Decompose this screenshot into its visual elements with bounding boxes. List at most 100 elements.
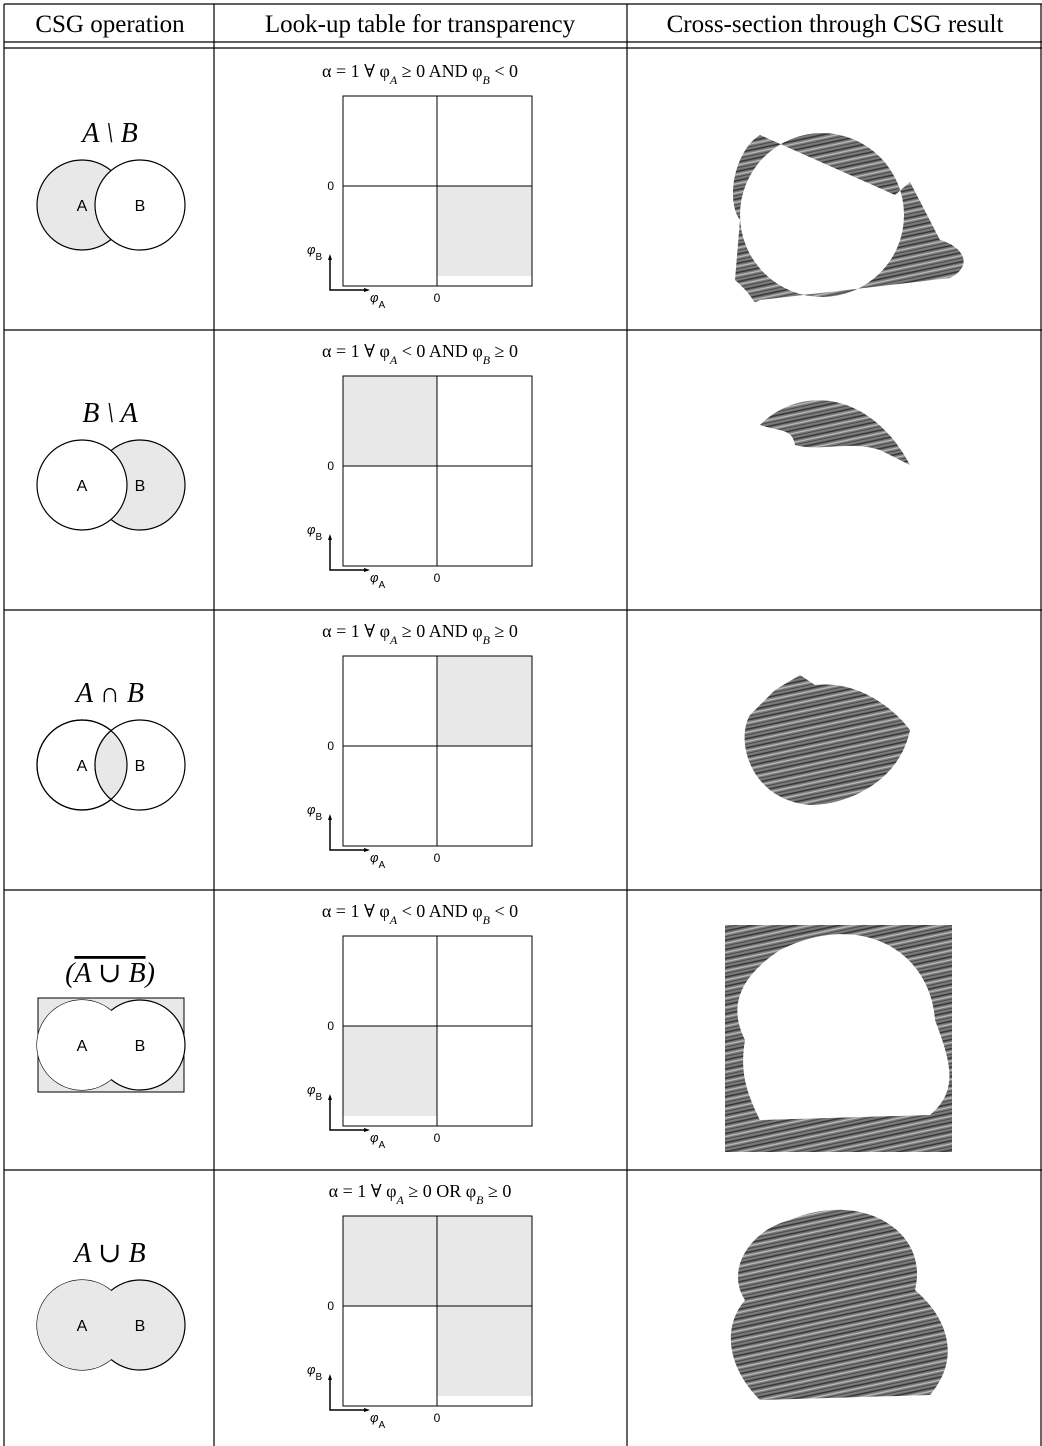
arrowhead xyxy=(364,568,370,572)
axis-arrows xyxy=(329,1378,366,1411)
cross-section xyxy=(725,925,952,1152)
arrowhead xyxy=(328,254,332,260)
condition-part: < 0 xyxy=(490,61,518,81)
column-header: CSG operation xyxy=(35,11,185,38)
quadrant-shade xyxy=(343,1026,437,1116)
operation-part: A \ B xyxy=(80,118,137,149)
condition-part: α = 1 ∀ φ xyxy=(322,901,390,921)
venn-label: B xyxy=(135,758,146,775)
arrowhead xyxy=(364,288,370,292)
label-part: φ xyxy=(370,570,379,585)
condition-part: < 0 xyxy=(490,901,518,921)
venn-label: A xyxy=(77,478,88,495)
arrowhead xyxy=(328,534,332,540)
label-part: φ xyxy=(370,1410,379,1425)
operation-part: ( xyxy=(65,958,76,989)
cross-section-hole xyxy=(737,934,950,1120)
y-axis-label: φB xyxy=(307,802,322,823)
quadrant-shade xyxy=(437,1216,532,1306)
operation: A \ B xyxy=(80,118,137,149)
condition-part: ≥ 0 AND φ xyxy=(397,61,482,81)
cross-section xyxy=(730,1209,948,1400)
venn-intersection xyxy=(94,720,127,810)
condition-part: ≥ 0 xyxy=(483,1181,511,1201)
arrowhead xyxy=(328,1094,332,1100)
operation: A ∩ B xyxy=(74,678,144,709)
x-zero-label: 0 xyxy=(434,571,441,585)
column-header: Look-up table for transparency xyxy=(265,11,576,38)
quadrant-shade xyxy=(343,376,437,466)
operation-part: ) xyxy=(144,958,155,989)
condition-part: α = 1 ∀ φ xyxy=(322,621,390,641)
label-part: φ xyxy=(370,850,379,865)
venn-circle xyxy=(36,719,128,811)
y-axis-label: φB xyxy=(307,1082,322,1103)
condition-part: ≥ 0 xyxy=(490,621,518,641)
venn-label: B xyxy=(135,478,146,495)
condition-part: ≥ 0 AND φ xyxy=(397,621,482,641)
x-zero-label: 0 xyxy=(434,1131,441,1145)
quadrant-shade xyxy=(343,1216,437,1306)
label-part: B xyxy=(315,252,322,263)
operation-part: B \ A xyxy=(82,398,138,429)
venn-circle xyxy=(37,1280,127,1370)
condition-part: B xyxy=(482,73,490,87)
label-part: φ xyxy=(307,242,316,257)
condition-part: ≥ 0 OR φ xyxy=(404,1181,476,1201)
x-axis-label: φA xyxy=(370,1410,385,1431)
arrowhead xyxy=(328,814,332,820)
y-zero-label: 0 xyxy=(327,1299,334,1313)
axis-arrows xyxy=(329,538,366,571)
x-zero-label: 0 xyxy=(434,1411,441,1425)
label-part: B xyxy=(315,812,322,823)
condition-part: A xyxy=(395,1193,404,1207)
venn-label: A xyxy=(77,758,88,775)
operation-part: A ∩ B xyxy=(74,678,144,709)
label-part: φ xyxy=(307,1362,316,1377)
venn-label: B xyxy=(135,198,146,215)
operation: B \ A xyxy=(82,398,138,429)
venn-label: A xyxy=(77,1038,88,1055)
venn-label: B xyxy=(135,1318,146,1335)
operation: A ∪ B xyxy=(72,1238,145,1269)
y-axis-label: φB xyxy=(307,242,322,263)
label-part: B xyxy=(315,532,322,543)
label-part: A xyxy=(378,860,385,871)
quadrant-shade xyxy=(437,1306,532,1396)
label-part: φ xyxy=(370,1130,379,1145)
condition-part: B xyxy=(483,913,491,927)
venn-label: A xyxy=(77,198,88,215)
y-axis-label: φB xyxy=(307,1362,322,1383)
label-part: φ xyxy=(307,522,316,537)
y-axis-label: φB xyxy=(307,522,322,543)
venn-circle xyxy=(36,439,128,531)
label-part: φ xyxy=(307,802,316,817)
condition-part: α = 1 ∀ φ xyxy=(329,1181,397,1201)
venn-circle xyxy=(37,1000,127,1090)
condition: α = 1 ∀ φA < 0 AND φB ≥ 0 xyxy=(322,341,518,367)
label-part: A xyxy=(378,1420,385,1431)
label-part: B xyxy=(315,1372,322,1383)
condition: α = 1 ∀ φA ≥ 0 AND φB < 0 xyxy=(322,61,518,87)
venn-circle xyxy=(94,159,186,251)
arrowhead xyxy=(328,1374,332,1380)
label-part: B xyxy=(315,1092,322,1103)
y-zero-label: 0 xyxy=(327,179,334,193)
condition-part: α = 1 ∀ φ xyxy=(322,341,390,361)
cross-section xyxy=(760,400,910,465)
quadrant-shade xyxy=(437,186,532,276)
operation-part: A ∪ B xyxy=(72,958,145,989)
y-zero-label: 0 xyxy=(327,459,334,473)
column-header: Cross-section through CSG result xyxy=(667,11,1004,38)
arrowhead xyxy=(364,1128,370,1132)
cross-section-fill xyxy=(730,1209,948,1400)
condition-part: ≥ 0 xyxy=(490,341,518,361)
y-zero-label: 0 xyxy=(327,1019,334,1033)
label-part: φ xyxy=(370,290,379,305)
venn-label: A xyxy=(77,1318,88,1335)
label-part: A xyxy=(378,580,385,591)
condition-part: A xyxy=(389,913,398,927)
x-zero-label: 0 xyxy=(434,291,441,305)
x-axis-label: φA xyxy=(370,850,385,871)
condition-part: A xyxy=(389,73,398,87)
